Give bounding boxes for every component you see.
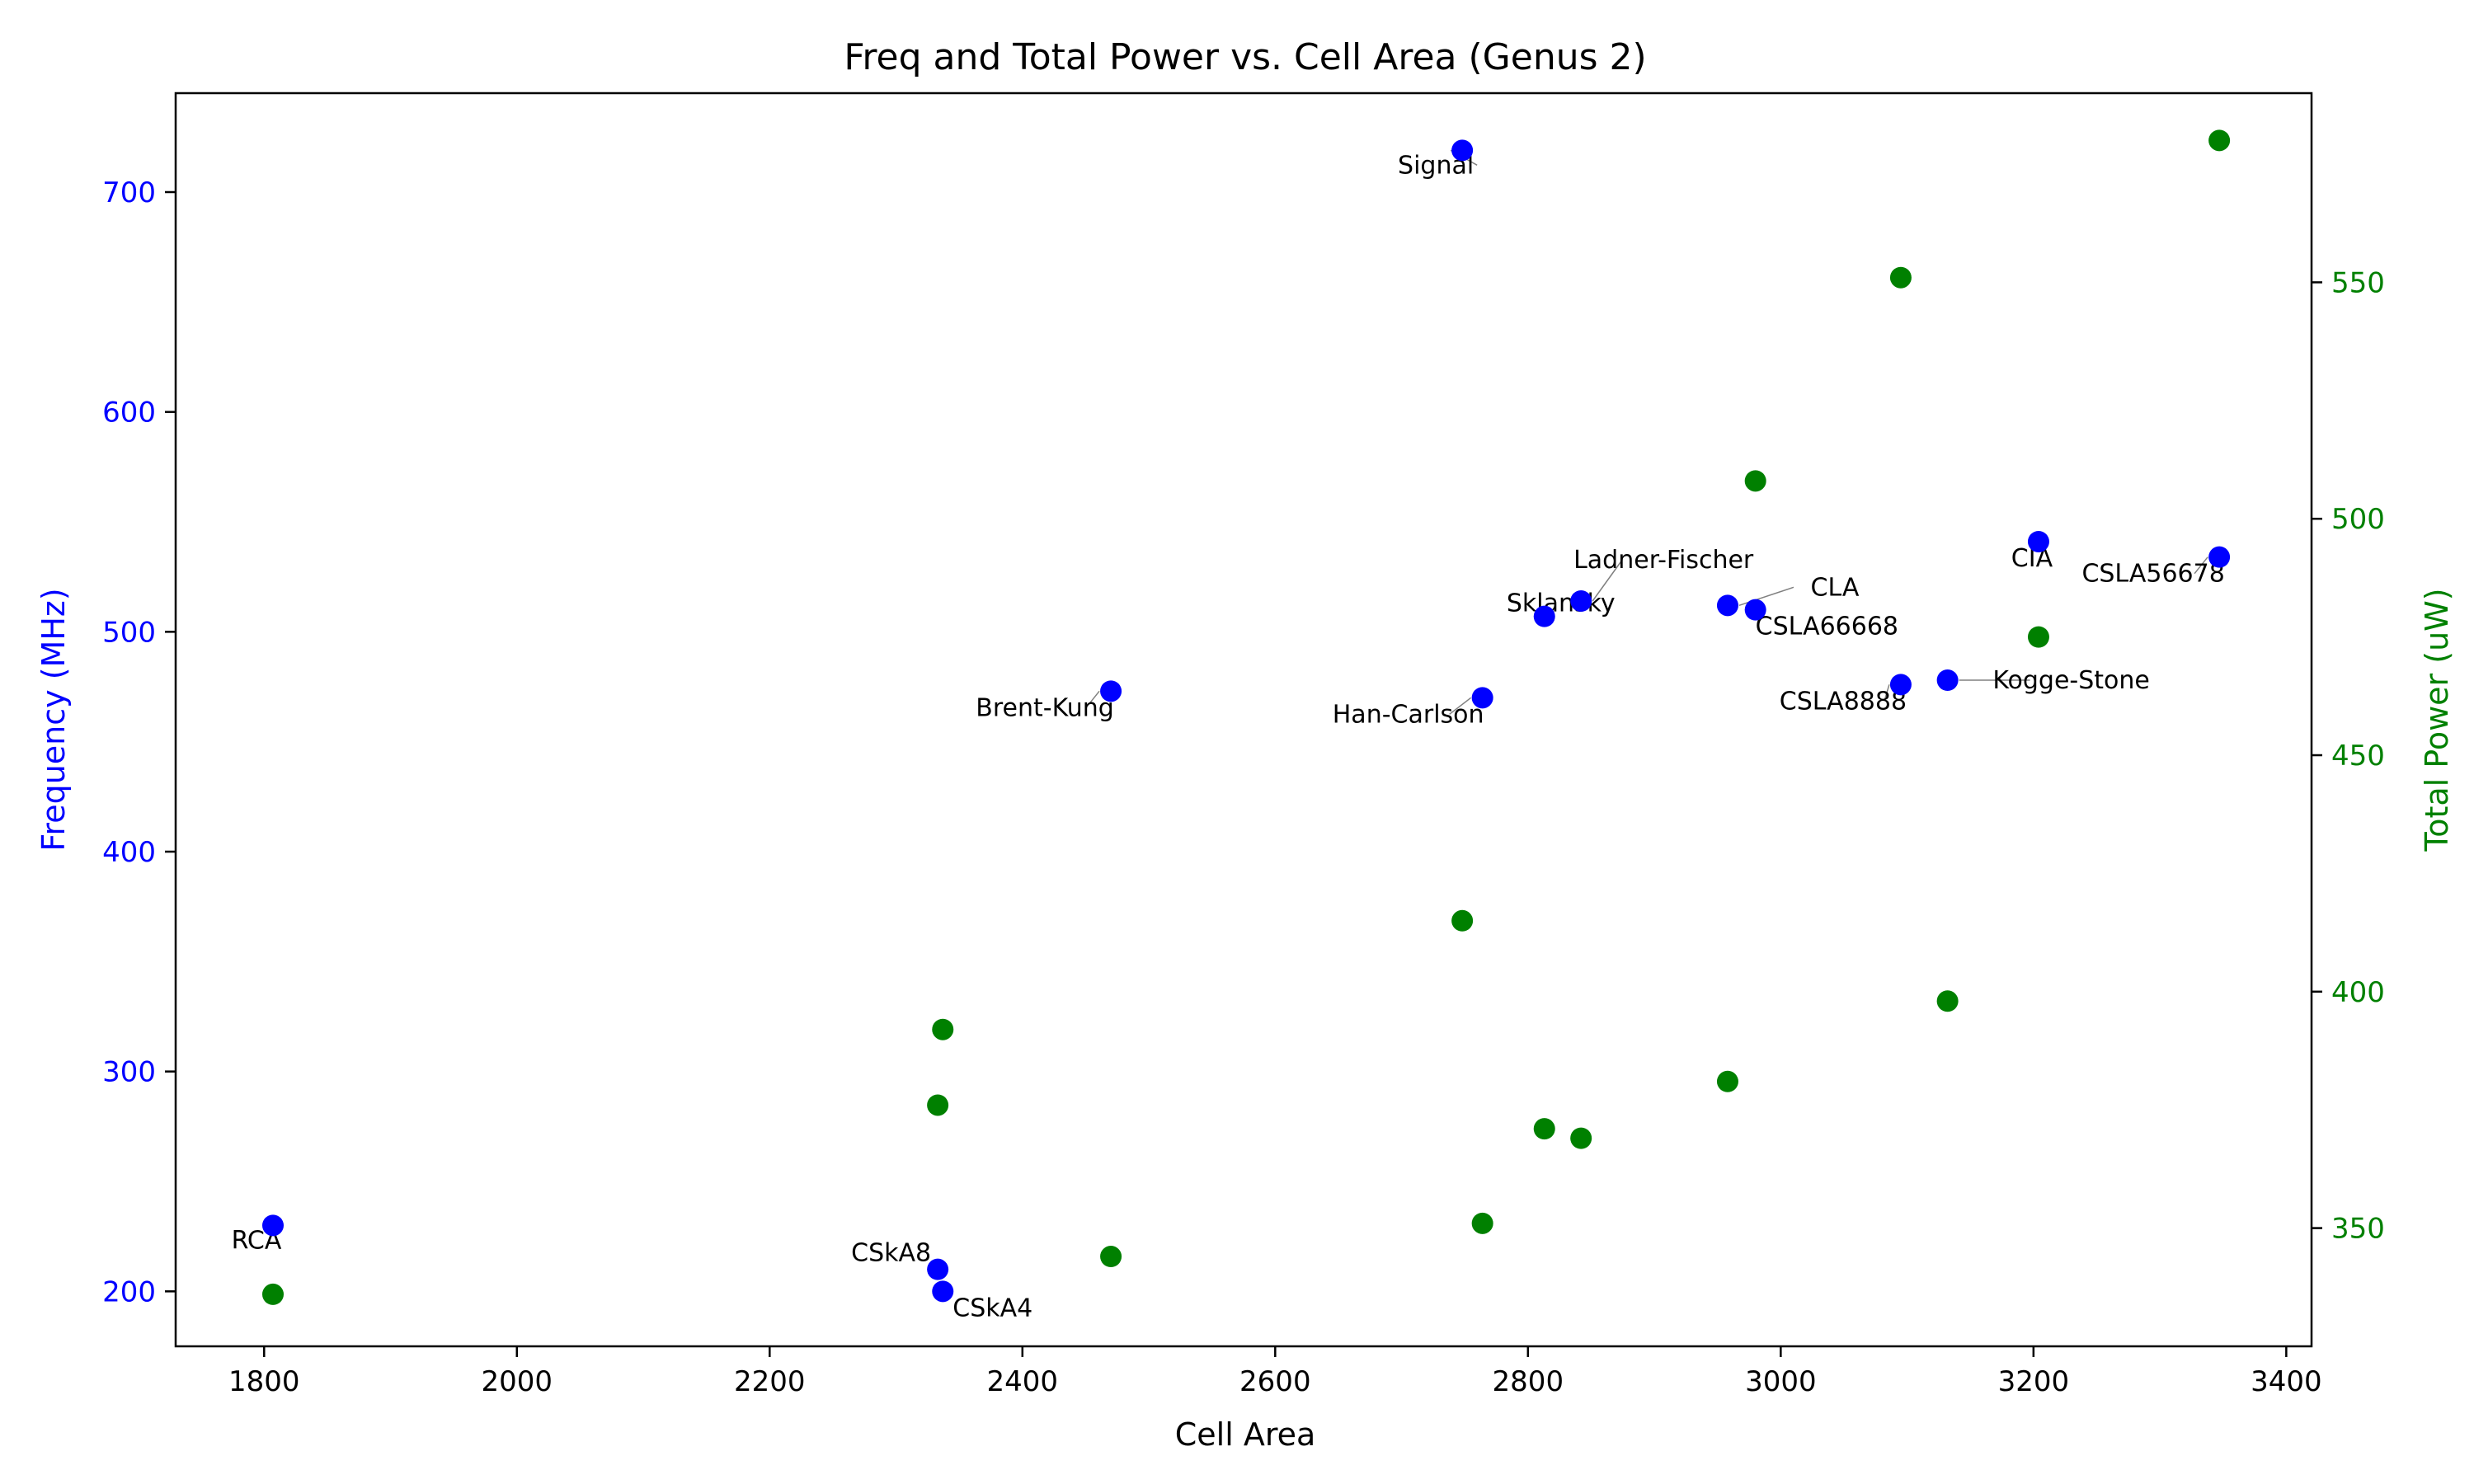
point-label: CSkA4 — [952, 1294, 1032, 1322]
power-point — [1716, 1070, 1738, 1092]
power-point — [262, 1283, 285, 1305]
power-point — [1936, 990, 1959, 1012]
point-label: CLA — [1811, 573, 1860, 602]
frequency-point — [1570, 590, 1592, 612]
point-label: Sklansky — [1507, 589, 1616, 618]
frequency-point — [262, 1214, 285, 1237]
power-series — [262, 129, 2231, 1305]
x-tick-label: 3400 — [2251, 1365, 2322, 1398]
label-arrow — [1449, 697, 1472, 715]
x-tick-label: 2000 — [482, 1365, 553, 1398]
frequency-point — [1744, 599, 1766, 621]
power-point — [1533, 1118, 1555, 1140]
frequency-point — [2027, 531, 2049, 552]
plot-frame — [174, 92, 2313, 1348]
frequency-point — [927, 1258, 949, 1280]
point-annotations: RCA CSkA8CSkA4Brent-KungSignalHan-Carlson… — [232, 149, 2225, 1322]
point-label: CSkA8 — [851, 1239, 931, 1268]
y-axis-right-title: Total Power (uW) — [2419, 588, 2455, 852]
label-arrow — [1592, 559, 1623, 602]
frequency-point — [1936, 669, 1959, 691]
point-label: Kogge-Stone — [1992, 666, 2150, 695]
power-point — [932, 1018, 954, 1040]
power-point — [927, 1094, 949, 1116]
point-label: CSLA8888 — [1780, 687, 1907, 716]
plot-border — [174, 92, 2313, 1348]
point-label: CSLA66668 — [1756, 613, 1898, 641]
label-arrow — [2194, 556, 2208, 575]
y-axis-left: 200 300 400 500 600 700 — [102, 176, 176, 1308]
y-left-tick-label: 300 — [102, 1056, 156, 1089]
power-point — [1451, 909, 1474, 932]
x-tick-label: 3200 — [1998, 1365, 2070, 1398]
y-left-tick-label: 600 — [102, 397, 156, 430]
frequency-point — [1471, 687, 1493, 709]
chart-title: Freq and Total Power vs. Cell Area (Genu… — [844, 36, 1646, 78]
label-arrow — [1738, 586, 1794, 607]
x-tick-label: 2400 — [987, 1365, 1059, 1398]
x-axis-title: Cell Area — [1175, 1416, 1316, 1453]
frequency-point — [1533, 605, 1555, 627]
x-tick-label: 2600 — [1239, 1365, 1311, 1398]
frequency-point — [1451, 139, 1474, 162]
frequency-point — [932, 1280, 954, 1303]
y-right-tick-label: 350 — [2331, 1213, 2385, 1246]
x-tick-label: 3000 — [1745, 1365, 1817, 1398]
frequency-point — [1889, 674, 1912, 696]
power-point — [1471, 1212, 1493, 1234]
y-axis-right: 350 400 450 500 550 — [2312, 266, 2385, 1246]
point-label: CSLA56678 — [2081, 560, 2224, 589]
frequency-point — [2208, 546, 2231, 568]
y-axis-left-title: Frequency (MHz) — [35, 588, 72, 851]
y-right-tick-label: 400 — [2331, 976, 2385, 1009]
frequency-series — [262, 139, 2231, 1303]
y-left-tick-label: 700 — [102, 176, 156, 209]
power-point — [2027, 626, 2049, 648]
y-left-tick-label: 500 — [102, 616, 156, 649]
power-point — [1889, 266, 1912, 289]
x-tick-label: 2200 — [734, 1365, 806, 1398]
label-arrow — [1085, 690, 1100, 708]
point-label: Ladner-Fischer — [1573, 546, 1754, 575]
x-axis: 1800 2000 2200 2400 2600 2800 3000 3200 3400 — [228, 1346, 2322, 1398]
y-right-tick-label: 550 — [2331, 266, 2385, 299]
y-left-tick-label: 400 — [102, 836, 156, 869]
x-tick-label: 2800 — [1493, 1365, 1564, 1398]
y-right-tick-label: 500 — [2331, 503, 2385, 536]
frequency-point — [1100, 680, 1122, 702]
power-point — [1100, 1246, 1122, 1268]
point-label: Han-Carlson — [1333, 700, 1484, 729]
point-label: Brent-Kung — [976, 693, 1114, 722]
x-tick-label: 1800 — [228, 1365, 300, 1398]
power-point — [1570, 1127, 1592, 1149]
y-left-tick-label: 200 — [102, 1275, 156, 1308]
power-point — [2208, 129, 2231, 152]
power-point — [1744, 470, 1766, 492]
label-arrow — [1884, 684, 1890, 702]
y-right-tick-label: 450 — [2331, 740, 2385, 773]
frequency-point — [1716, 594, 1738, 617]
